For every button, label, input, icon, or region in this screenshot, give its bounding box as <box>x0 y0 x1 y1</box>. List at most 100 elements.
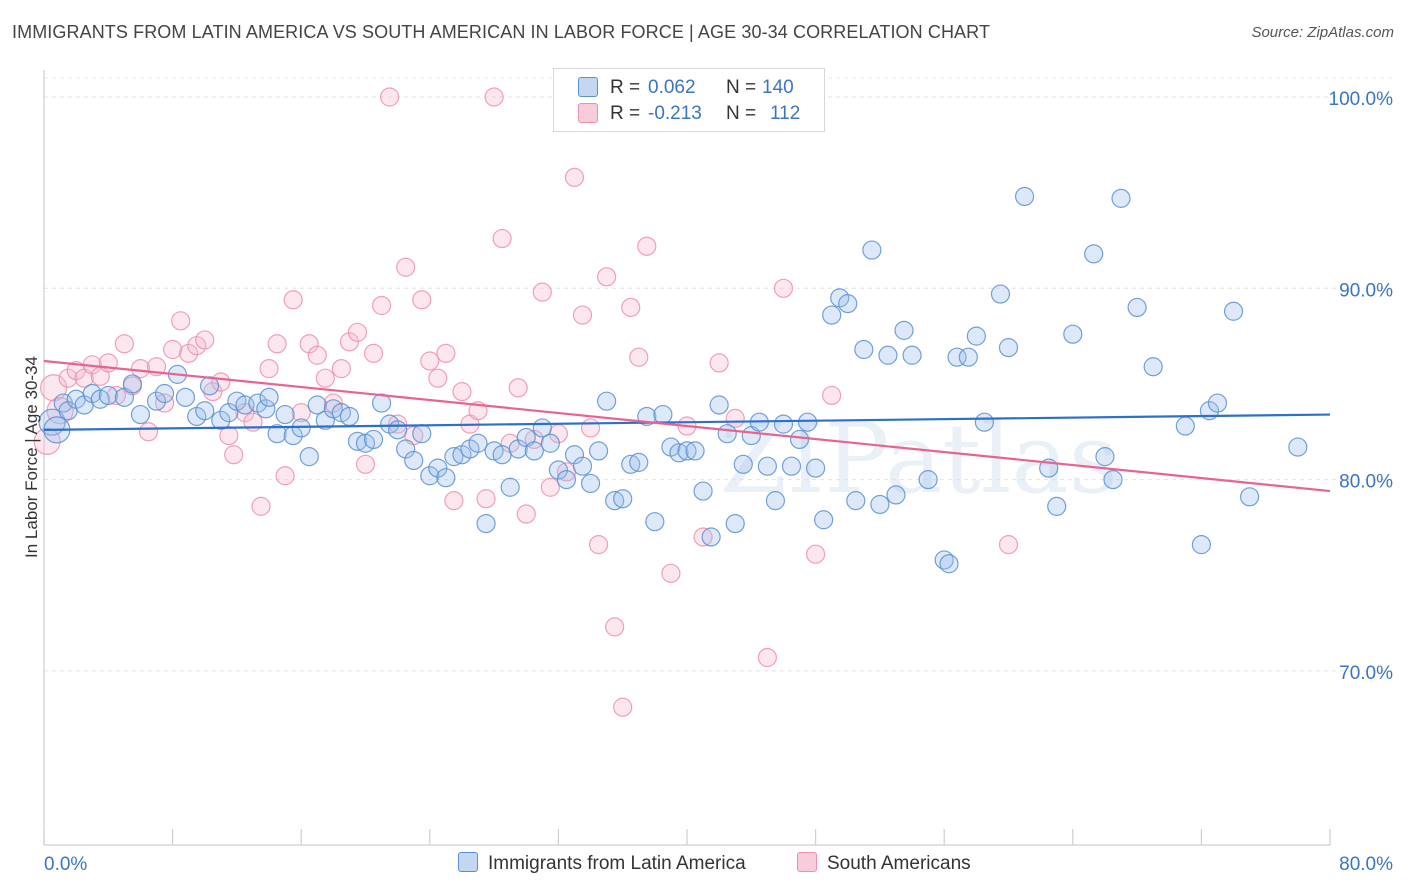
data-point <box>886 485 906 505</box>
data-point <box>1191 535 1212 555</box>
data-point <box>918 470 938 490</box>
data-point <box>637 236 657 256</box>
data-point <box>146 391 167 411</box>
data-point <box>259 359 279 379</box>
data-point <box>878 345 898 365</box>
pink-swatch <box>797 852 817 872</box>
data-point <box>380 87 400 107</box>
gridlines <box>44 77 1395 672</box>
data-point <box>1223 301 1244 321</box>
data-point <box>725 513 745 534</box>
data-point <box>203 382 223 402</box>
data-point <box>339 332 360 352</box>
data-point <box>532 282 552 302</box>
data-point <box>363 429 384 450</box>
data-point <box>275 466 295 486</box>
data-point <box>797 412 818 432</box>
legend-item-south-americans: South Americans <box>797 852 971 875</box>
data-point <box>1288 437 1308 457</box>
data-point <box>621 454 641 474</box>
data-point <box>130 359 151 379</box>
data-point <box>990 284 1011 304</box>
data-point <box>556 470 577 490</box>
data-point <box>452 382 472 402</box>
data-point <box>805 458 826 478</box>
y-tick-label: 100.0% <box>1329 89 1394 110</box>
data-point <box>1127 297 1147 318</box>
data-point <box>822 305 842 325</box>
data-point <box>251 496 271 516</box>
data-point <box>733 454 753 474</box>
data-point <box>588 535 609 555</box>
data-point <box>685 441 705 461</box>
data-point <box>412 424 432 444</box>
data-point <box>500 477 520 497</box>
data-point <box>175 387 196 407</box>
r-value: 0.062 <box>648 77 696 98</box>
data-point <box>998 535 1019 555</box>
data-point <box>629 452 649 472</box>
r-value: -0.213 <box>648 103 702 124</box>
data-point <box>428 458 448 478</box>
data-point <box>805 544 826 564</box>
data-point <box>564 445 585 465</box>
data-point <box>396 439 416 459</box>
data-point <box>524 429 544 450</box>
legend-item-immigrants: Immigrants from Latin America <box>458 852 746 875</box>
data-point <box>476 489 496 509</box>
data-point <box>98 385 118 406</box>
data-point <box>396 257 416 277</box>
data-point <box>371 295 392 316</box>
data-point <box>540 433 560 453</box>
data-point <box>717 424 737 444</box>
data-point <box>846 491 866 511</box>
legend-label: Immigrants from Latin America <box>488 853 746 874</box>
data-point <box>854 339 874 360</box>
data-point <box>267 424 287 444</box>
data-point <box>171 311 191 331</box>
data-point <box>966 326 986 346</box>
data-point <box>219 403 239 423</box>
data-point <box>138 422 159 442</box>
data-point <box>894 320 914 340</box>
data-point <box>947 347 967 367</box>
data-point <box>130 404 151 425</box>
series-legend: Immigrants from Latin America South Amer… <box>0 850 1406 880</box>
data-point <box>299 334 319 354</box>
data-point <box>870 494 890 515</box>
data-point <box>781 456 802 476</box>
data-point <box>814 510 834 530</box>
data-point <box>388 420 408 440</box>
data-point <box>195 401 215 421</box>
data-point <box>524 441 544 461</box>
data-point <box>669 443 689 463</box>
data-point <box>572 305 593 325</box>
data-point <box>428 368 448 388</box>
data-point <box>256 399 276 419</box>
data-point <box>259 387 279 407</box>
data-point <box>1084 244 1104 264</box>
data-point <box>1240 487 1260 507</box>
data-point <box>275 404 295 425</box>
n-label: N = <box>726 103 757 124</box>
data-point <box>548 460 569 480</box>
data-point <box>347 322 368 342</box>
n-value: 112 <box>770 103 801 124</box>
data-point <box>605 491 625 511</box>
data-point <box>709 395 729 415</box>
n-label: N = <box>726 77 757 98</box>
data-point <box>267 334 287 354</box>
trend-line <box>43 413 1331 431</box>
data-point <box>1063 324 1083 344</box>
trend-lines <box>43 359 1331 493</box>
data-point <box>331 359 351 379</box>
data-point <box>629 347 649 367</box>
data-point <box>420 351 440 371</box>
data-point <box>412 290 432 310</box>
data-point <box>580 418 601 438</box>
data-point <box>307 345 327 365</box>
data-point <box>1103 470 1123 490</box>
data-point <box>1095 447 1115 467</box>
data-point <box>709 353 729 373</box>
